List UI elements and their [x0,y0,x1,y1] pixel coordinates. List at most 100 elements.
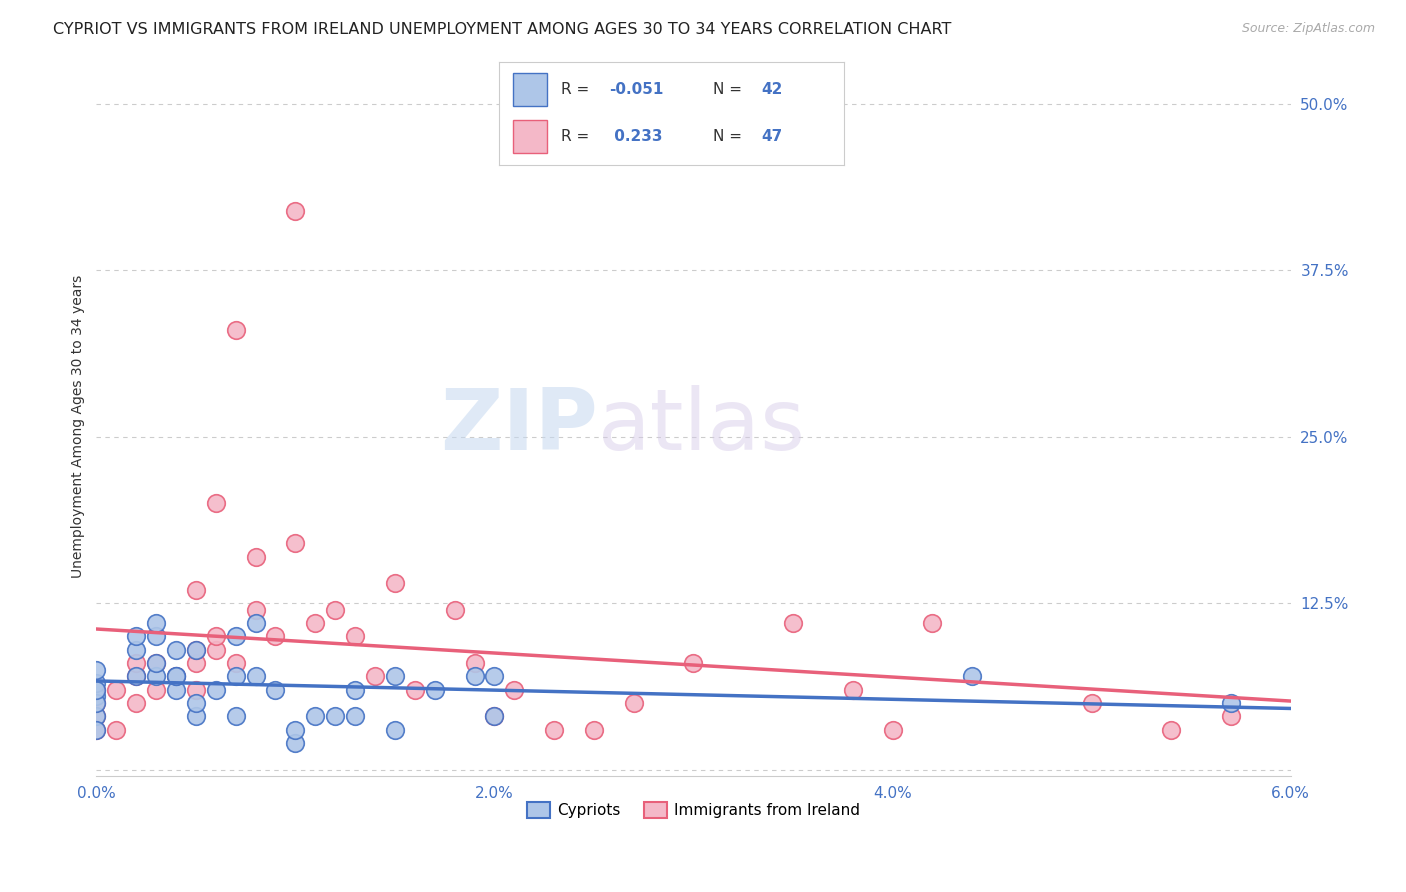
Point [264,629,287,643]
Point [841,682,863,697]
Point [86,696,108,710]
Y-axis label: Unemployment Among Ages 30 to 34 years: Unemployment Among Ages 30 to 34 years [72,275,86,578]
Point [125,642,148,657]
Point [284,736,307,750]
Point [165,669,187,683]
Text: R =: R = [561,81,595,96]
Point [245,669,267,683]
Point [782,616,804,631]
Text: -0.051: -0.051 [609,81,664,96]
Point [86,696,108,710]
Point [344,629,367,643]
Point [225,656,247,670]
Point [623,696,645,710]
Text: atlas: atlas [598,385,806,468]
Point [484,669,506,683]
Point [184,656,207,670]
Point [145,682,167,697]
Point [86,709,108,723]
Point [284,203,307,218]
Point [503,682,526,697]
Point [125,696,148,710]
Point [323,709,346,723]
Point [344,682,367,697]
Point [225,709,247,723]
Point [384,576,406,591]
Text: 47: 47 [761,128,782,144]
Point [145,656,167,670]
Point [464,656,486,670]
Point [284,536,307,550]
Point [1219,709,1241,723]
Point [145,656,167,670]
Point [245,603,267,617]
Text: N =: N = [713,128,747,144]
Point [364,669,387,683]
Point [344,709,367,723]
Point [225,629,247,643]
Point [304,709,326,723]
Point [204,496,226,510]
Point [245,616,267,631]
Point [184,696,207,710]
Point [245,549,267,564]
Point [145,629,167,643]
Point [264,682,287,697]
Point [423,682,446,697]
Point [225,323,247,337]
Point [443,603,465,617]
Point [86,709,108,723]
Point [125,656,148,670]
Point [464,669,486,683]
Point [105,723,128,737]
Point [1080,696,1102,710]
Point [184,682,207,697]
Point [184,709,207,723]
Text: CYPRIOT VS IMMIGRANTS FROM IRELAND UNEMPLOYMENT AMONG AGES 30 TO 34 YEARS CORREL: CYPRIOT VS IMMIGRANTS FROM IRELAND UNEMP… [53,22,952,37]
Point [484,709,506,723]
Point [960,669,983,683]
Point [86,690,108,704]
Point [323,603,346,617]
Point [165,642,187,657]
Point [682,656,704,670]
Point [582,723,605,737]
Bar [513,120,547,153]
Point [105,682,128,697]
Point [921,616,943,631]
Point [1160,723,1182,737]
Point [165,669,187,683]
Text: ZIP: ZIP [440,385,598,468]
Point [86,663,108,677]
Point [125,669,148,683]
Point [484,709,506,723]
Point [145,669,167,683]
Point [1219,696,1241,710]
Bar [513,73,547,105]
Point [204,629,226,643]
Point [404,682,426,697]
Point [165,669,187,683]
Point [284,723,307,737]
Point [204,642,226,657]
Point [304,616,326,631]
Point [384,723,406,737]
Text: 42: 42 [761,81,782,96]
Text: R =: R = [561,128,595,144]
Point [86,723,108,737]
Point [184,642,207,657]
Point [184,642,207,657]
Point [86,676,108,690]
Point [86,723,108,737]
Point [86,682,108,697]
Point [882,723,904,737]
Point [125,669,148,683]
Point [225,669,247,683]
Point [125,629,148,643]
Text: Source: ZipAtlas.com: Source: ZipAtlas.com [1241,22,1375,36]
Point [165,682,187,697]
Point [543,723,565,737]
Text: N =: N = [713,81,747,96]
Point [86,682,108,697]
Point [145,616,167,631]
